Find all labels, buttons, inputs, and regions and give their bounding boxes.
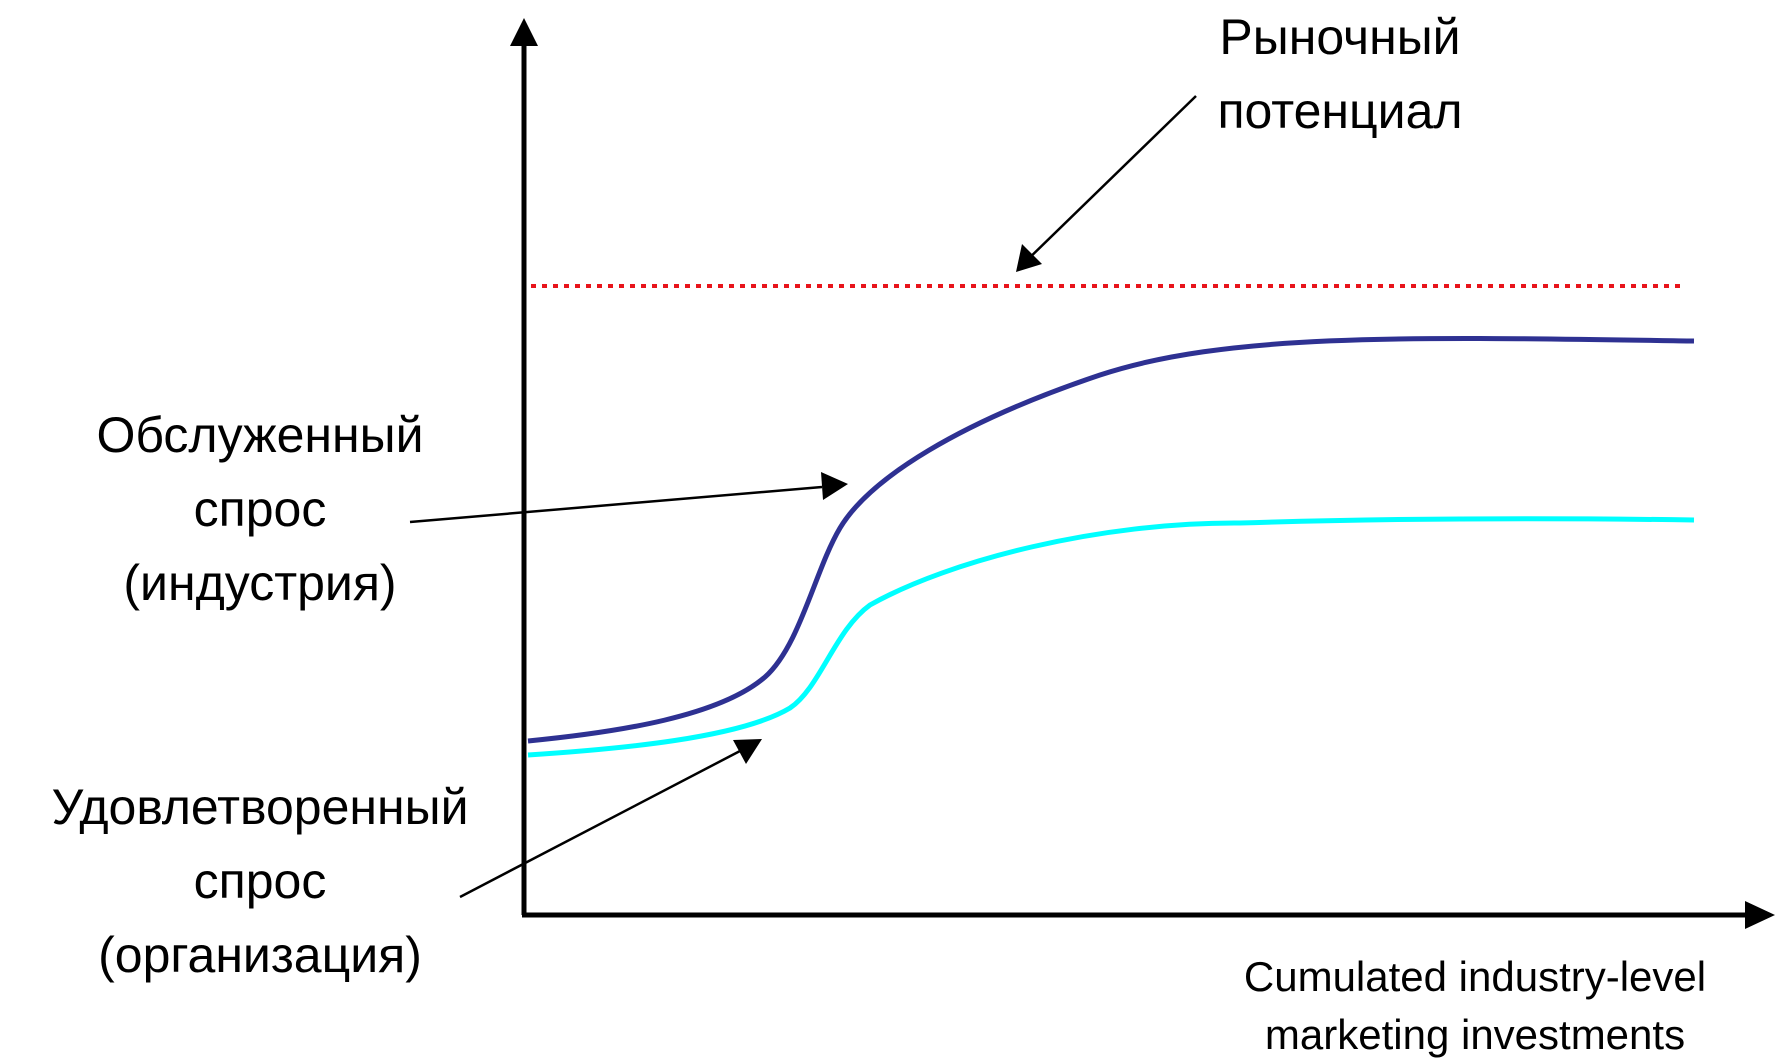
x-axis-label-line: marketing investments (1264, 1011, 1686, 1058)
satisfied-demand-arrowhead (733, 739, 762, 764)
satisfied-demand-label-line: спрос (193, 853, 327, 909)
served-demand-label: Обслуженный спрос (индустрия) (40, 398, 480, 620)
x-axis-label: Cumulated industry-level marketing inves… (1175, 948, 1775, 1064)
satisfied-demand-label-line: (организация) (98, 927, 422, 983)
served-demand-curve (527, 335, 1695, 744)
market-potential-label: Рыночный потенциал (1130, 0, 1550, 148)
satisfied-demand-pointer-arrow (459, 749, 741, 899)
served-demand-label-line: Обслуженный (96, 407, 424, 463)
served-demand-arrowhead (821, 472, 848, 500)
x-axis-label-line: Cumulated industry-level (1243, 953, 1707, 1000)
y-axis-arrowhead (510, 18, 538, 46)
market-potential-label-line: потенциал (1217, 83, 1463, 139)
satisfied-demand-label: Удовлетворенный спрос (организация) (0, 770, 520, 992)
satisfied-demand-label-line: Удовлетворенный (51, 779, 469, 835)
x-axis-arrowhead (1745, 901, 1775, 929)
satisfied-demand-curve (527, 516, 1695, 758)
served-demand-pointer-arrow (409, 485, 823, 524)
served-demand-label-line: спрос (193, 481, 327, 537)
market-potential-pointer-arrow (1019, 95, 1197, 268)
market-potential-arrowhead (1016, 244, 1042, 272)
served-demand-label-line: (индустрия) (123, 555, 397, 611)
market-potential-label-line: Рыночный (1219, 9, 1461, 65)
